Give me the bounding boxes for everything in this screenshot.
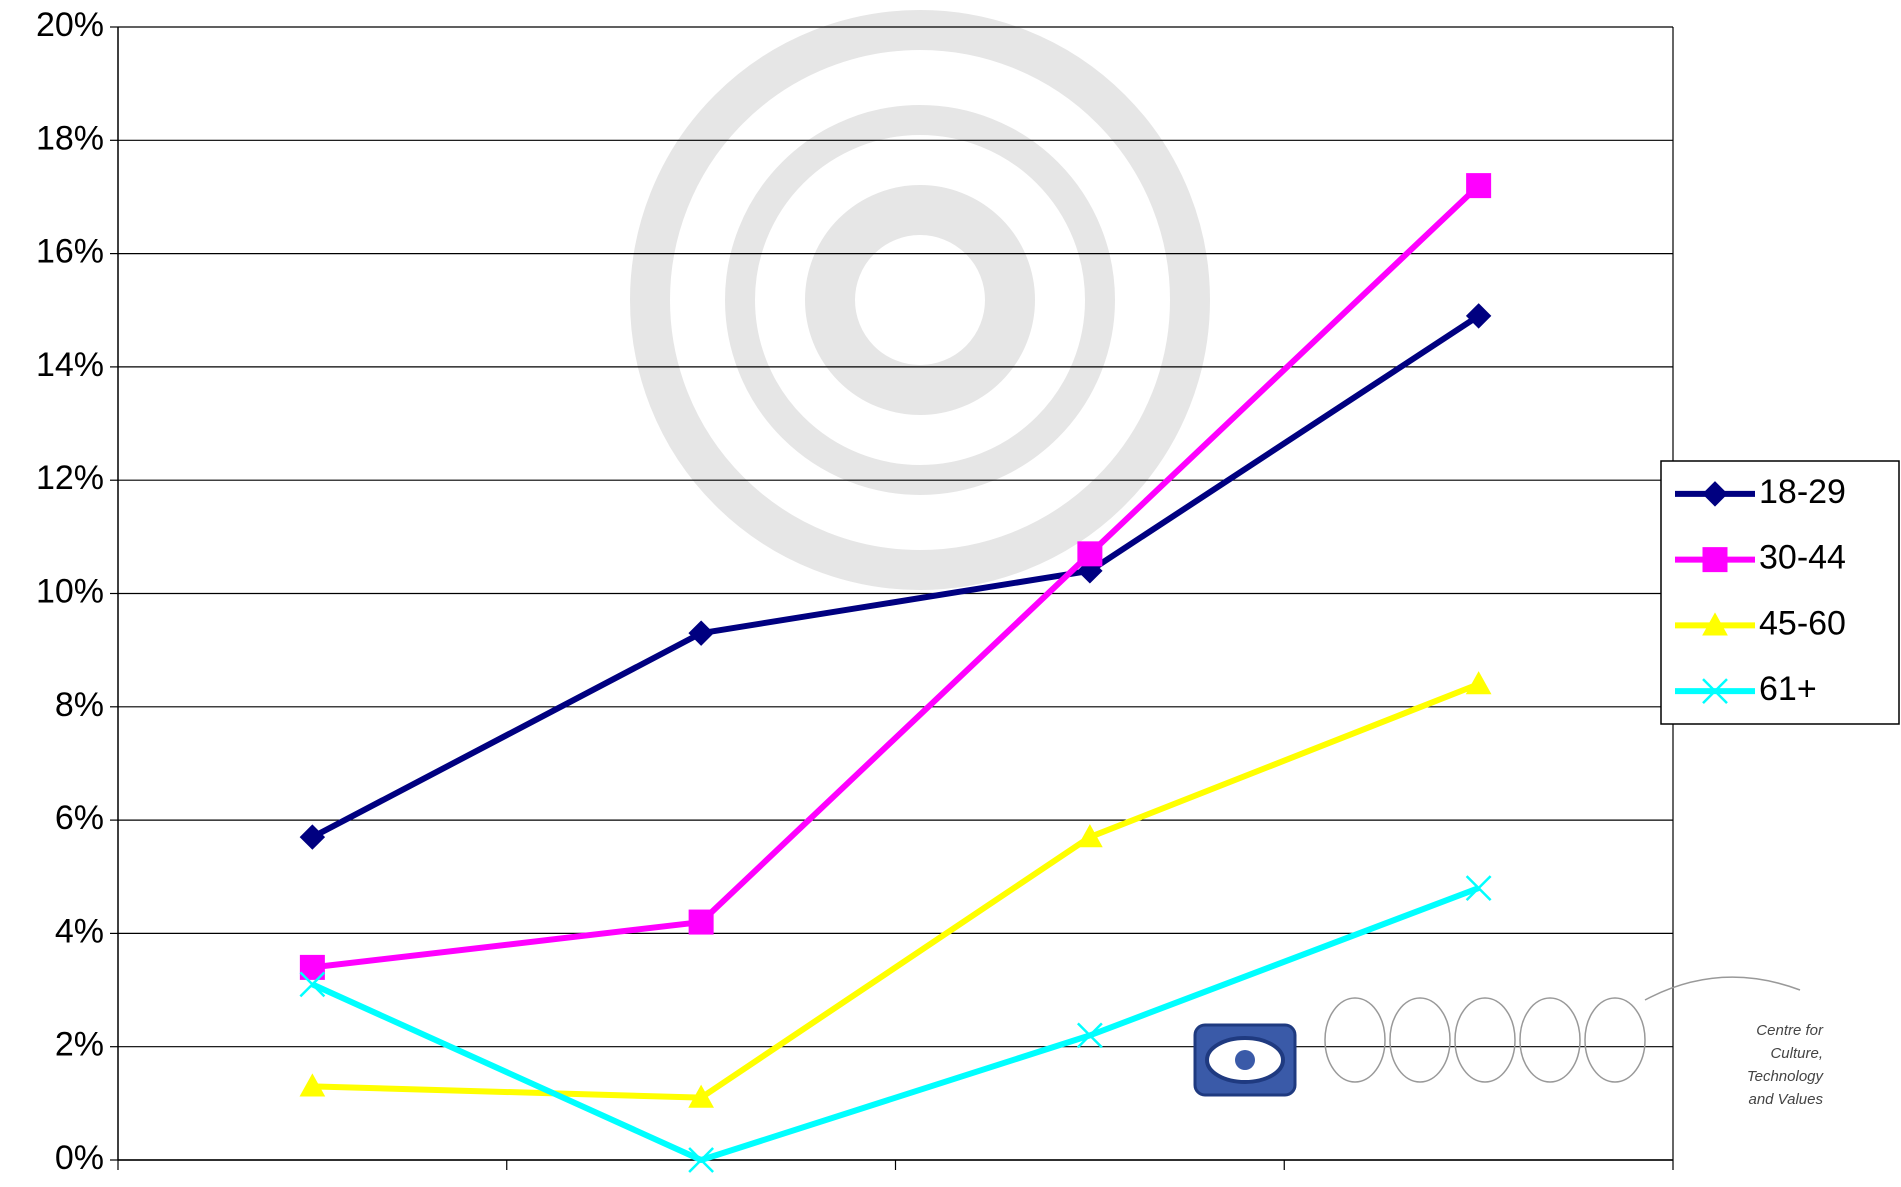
y-tick-label: 16% xyxy=(36,233,104,271)
legend-label: 61+ xyxy=(1759,670,1817,708)
marker xyxy=(688,1084,714,1108)
marker xyxy=(1465,303,1492,329)
series-line xyxy=(311,885,1480,1163)
logo-text: Technology xyxy=(1747,1068,1825,1085)
y-tick-label: 4% xyxy=(55,912,104,950)
marker xyxy=(299,1073,326,1097)
marker xyxy=(299,971,326,998)
y-tick-label: 12% xyxy=(36,459,104,497)
marker xyxy=(1077,824,1103,848)
logo-text: and Values xyxy=(1748,1091,1823,1108)
marker xyxy=(1465,671,1492,695)
y-tick-label: 10% xyxy=(36,572,104,610)
logo-text: Centre for xyxy=(1756,1022,1824,1039)
legend-label: 30-44 xyxy=(1759,539,1846,577)
marker xyxy=(1465,875,1492,901)
series-line xyxy=(310,313,1481,840)
marker xyxy=(1466,173,1492,199)
legend-box xyxy=(1660,460,1900,725)
series-line xyxy=(312,681,1480,1101)
logo-text: Culture, xyxy=(1770,1045,1823,1062)
marker xyxy=(688,620,714,646)
y-tick-label: 8% xyxy=(55,686,104,724)
legend-marker xyxy=(1702,678,1728,705)
background-art xyxy=(630,10,1210,590)
y-tick-label: 6% xyxy=(55,799,104,837)
logo: Centre for Culture, Technology and Value… xyxy=(1193,976,1825,1108)
y-tick-label: 2% xyxy=(55,1026,104,1064)
y-tick-label: 18% xyxy=(36,119,104,157)
y-tick-label: 14% xyxy=(36,346,104,384)
series-line xyxy=(312,183,1481,971)
legend-marker xyxy=(1702,612,1728,636)
legend-marker xyxy=(1702,481,1728,507)
legend-marker xyxy=(1702,547,1728,573)
y-tick-label: 20% xyxy=(36,6,104,44)
marker xyxy=(688,1147,715,1173)
y-tick-label: 0% xyxy=(55,1139,104,1177)
marker xyxy=(1077,541,1103,567)
marker xyxy=(688,909,714,935)
marker xyxy=(299,824,326,850)
legend-label: 18-29 xyxy=(1759,473,1846,511)
marker xyxy=(1076,1022,1103,1049)
legend-label: 45-60 xyxy=(1759,604,1846,642)
